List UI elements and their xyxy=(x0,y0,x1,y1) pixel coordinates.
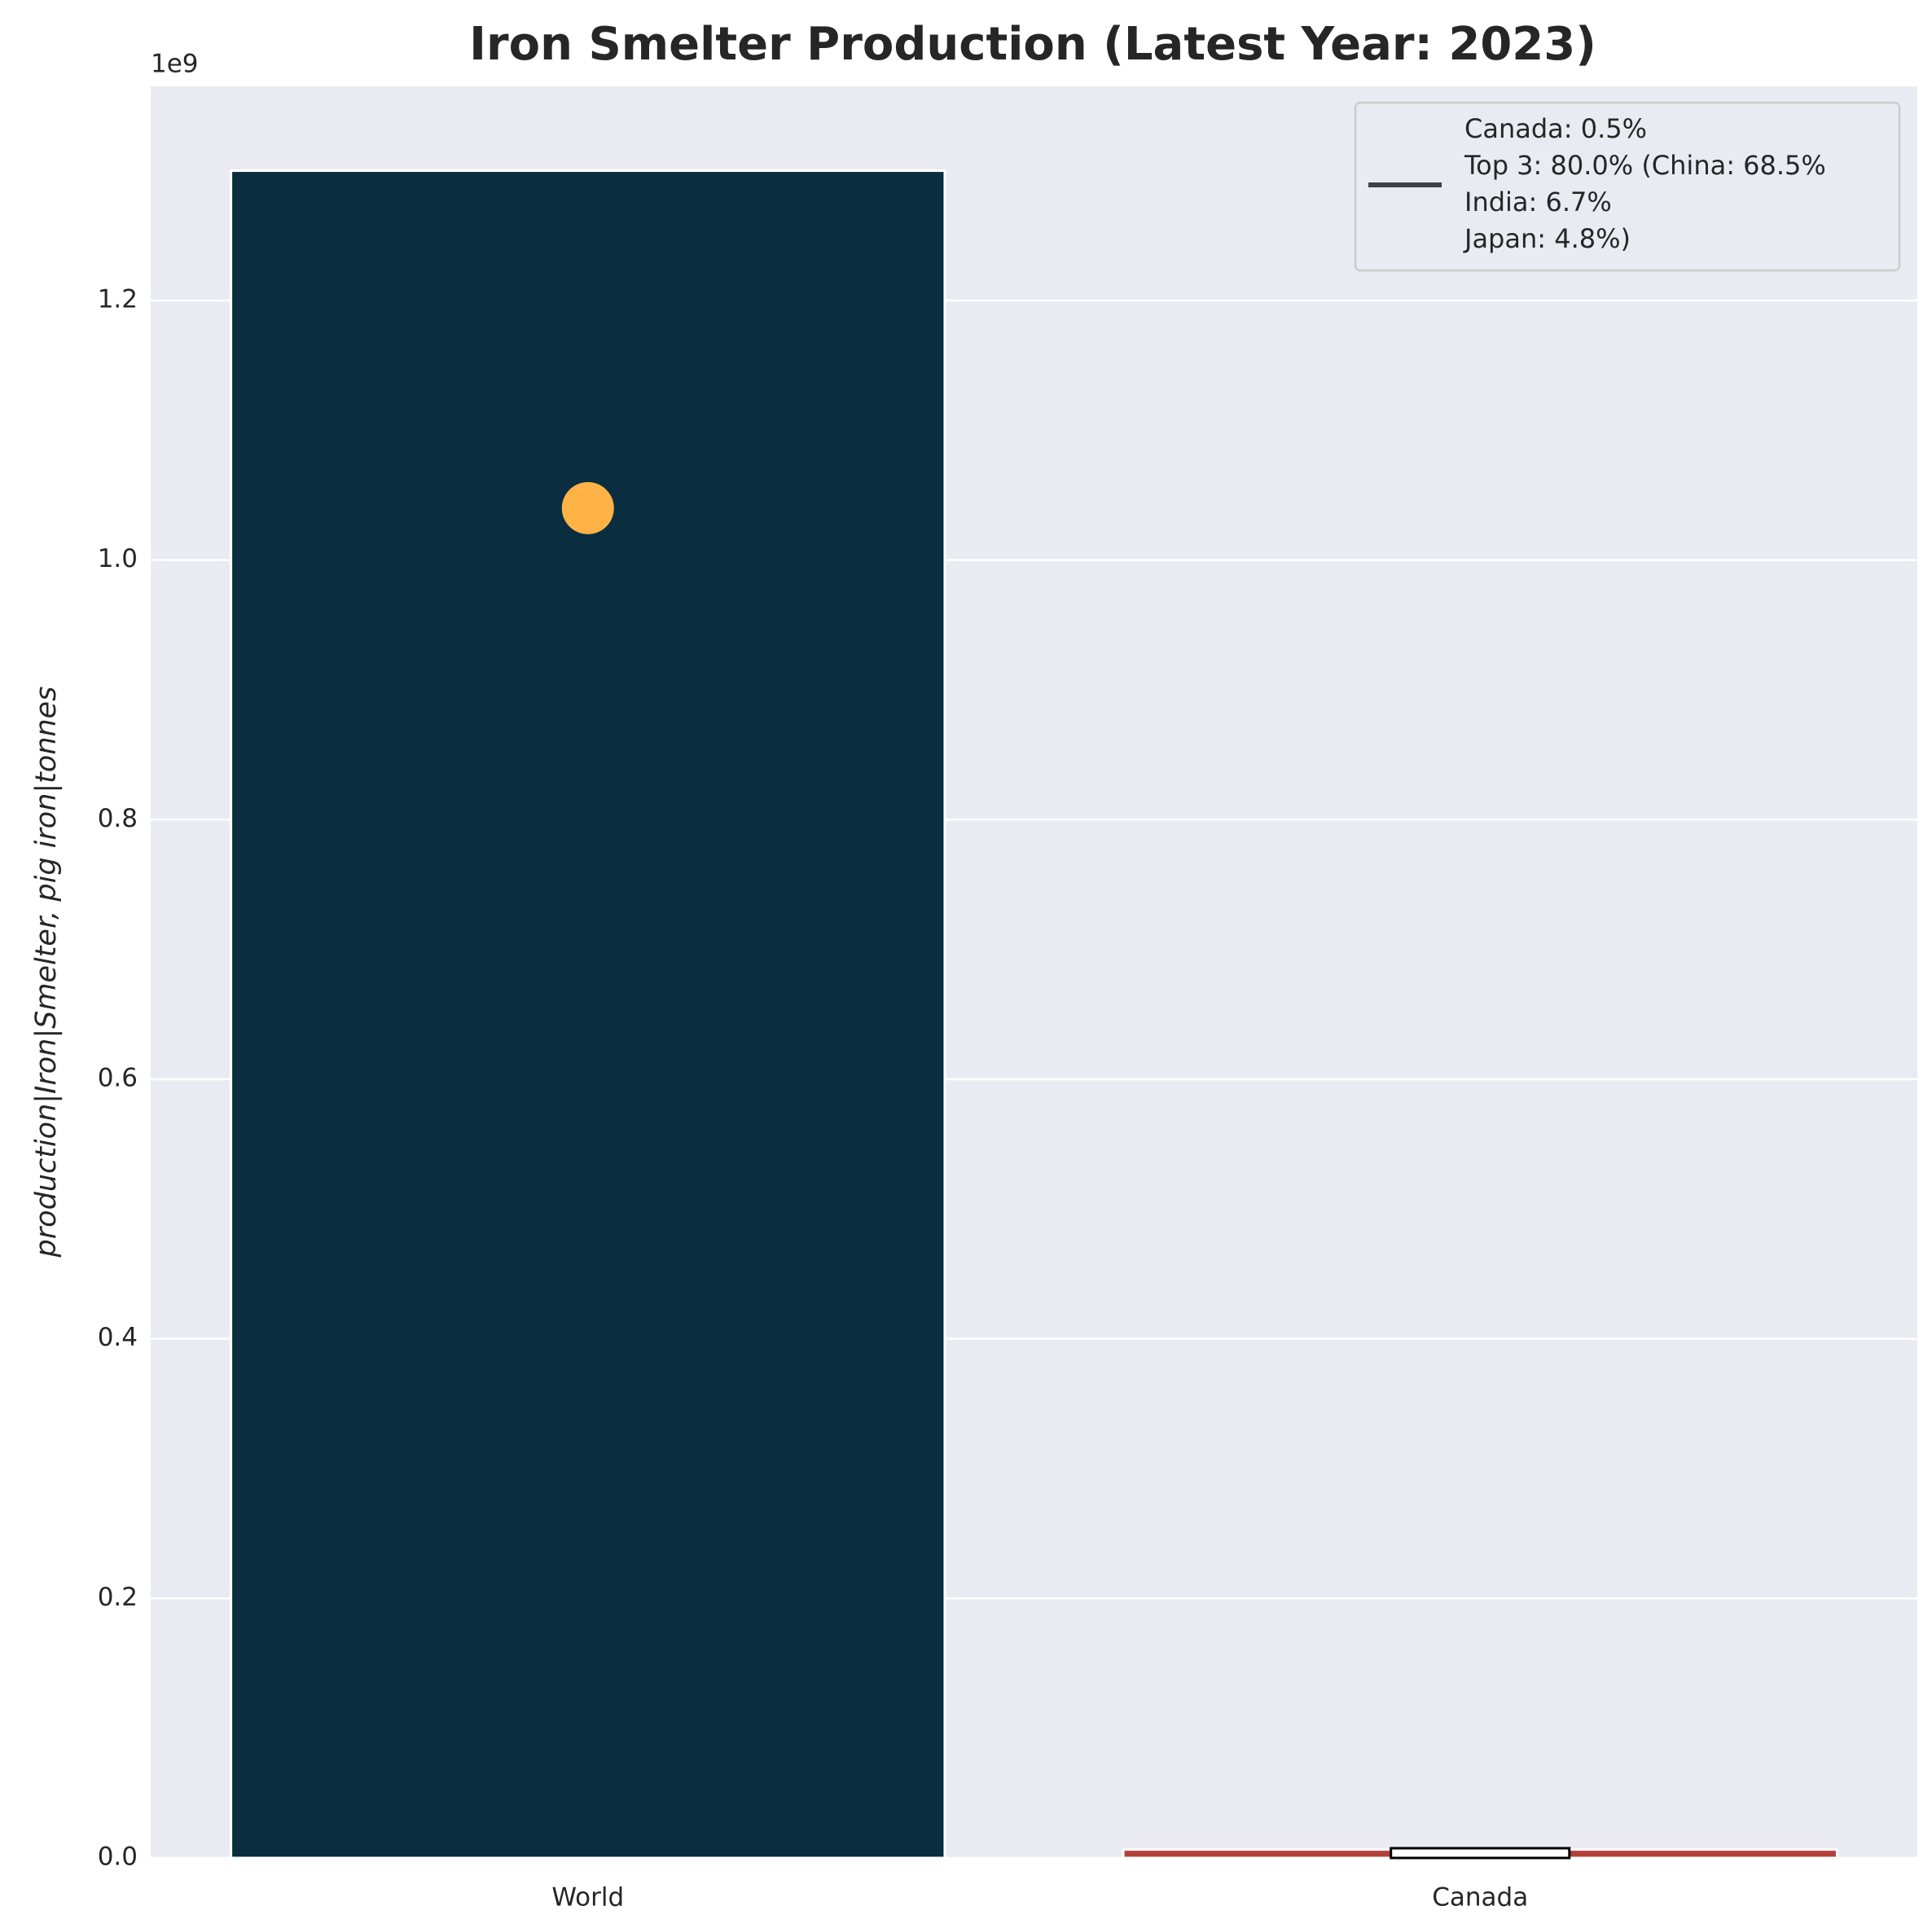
marker-dot xyxy=(561,481,614,534)
y-tick-label: 0.6 xyxy=(98,1063,138,1092)
y-axis-label: production|Iron|Smelter, pig iron|tonnes xyxy=(30,687,63,1258)
y-tick-label: 0.0 xyxy=(98,1842,138,1872)
y-tick-label: 0.2 xyxy=(98,1583,138,1612)
legend-label: Japan: 4.8%) xyxy=(1463,223,1631,254)
chart-title: Iron Smelter Production (Latest Year: 20… xyxy=(469,18,1596,71)
y-offset-label: 1e9 xyxy=(151,50,199,79)
x-tick-label: Canada xyxy=(1432,1883,1528,1913)
y-tick-label: 0.4 xyxy=(98,1323,138,1352)
legend-label: Canada: 0.5% xyxy=(1464,113,1647,144)
legend-label: Top 3: 80.0% (China: 68.5% xyxy=(1464,150,1826,181)
inner-box xyxy=(1390,1847,1571,1860)
x-tick-label: World xyxy=(551,1883,624,1913)
bar xyxy=(230,169,946,1860)
y-tick-label: 1.0 xyxy=(98,544,138,573)
y-tick-label: 0.8 xyxy=(98,804,138,833)
y-tick-label: 1.2 xyxy=(98,284,138,314)
legend-box xyxy=(1354,101,1901,272)
legend-label: India: 6.7% xyxy=(1464,187,1612,217)
